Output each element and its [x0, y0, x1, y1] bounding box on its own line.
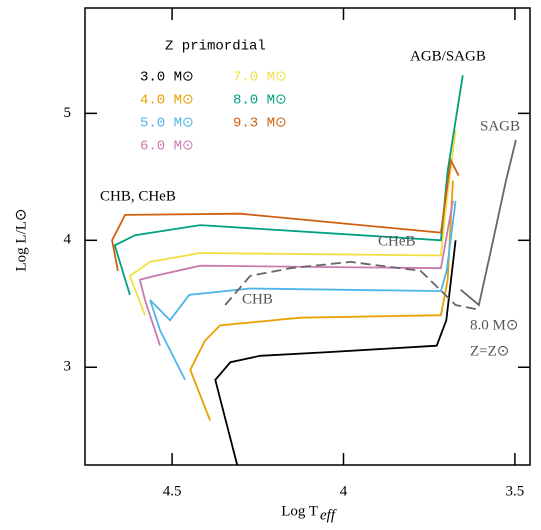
track-line: [111, 157, 460, 271]
track-line: [460, 139, 517, 307]
track-line: [214, 240, 457, 466]
track-line: [224, 260, 481, 311]
legend-title: Z primordial: [165, 39, 266, 55]
x-axis-label: Log T: [281, 503, 318, 519]
x-tick-label: 4: [340, 483, 348, 499]
legend-entry: 3.0 M⊙: [140, 70, 194, 86]
track-line: [113, 75, 464, 296]
track-line: [138, 200, 454, 346]
track-line: [128, 129, 457, 316]
y-tick-label: 5: [64, 105, 72, 121]
x-axis-label-sub: eff: [320, 507, 337, 523]
annotation: Z=Z⊙: [470, 343, 509, 359]
annotation: AGB/SAGB: [410, 48, 486, 64]
legend-entry: 7.0 M⊙: [233, 70, 287, 86]
annotation: 8.0 M⊙: [470, 317, 518, 333]
annotation: CHB: [242, 291, 273, 307]
legend-entry: 9.3 M⊙: [233, 116, 287, 132]
legend-entry: 6.0 M⊙: [140, 139, 194, 155]
track-line: [149, 200, 457, 381]
x-tick-label: 3.5: [506, 483, 525, 499]
y-axis-label: Log L/L⊙: [13, 209, 29, 272]
legend-entry: 5.0 M⊙: [140, 116, 194, 132]
x-tick-label: 4.5: [163, 483, 182, 499]
track-line: [189, 180, 454, 421]
annotation: CHeB: [378, 233, 416, 249]
annotation: CHB, CHeB: [100, 188, 176, 204]
plot-frame: [84, 7, 531, 466]
annotation: SAGB: [480, 118, 520, 134]
y-tick-label: 4: [64, 232, 72, 248]
legend-entry: 8.0 M⊙: [233, 93, 287, 109]
legend-entry: 4.0 M⊙: [140, 93, 194, 109]
y-tick-label: 3: [64, 359, 72, 375]
